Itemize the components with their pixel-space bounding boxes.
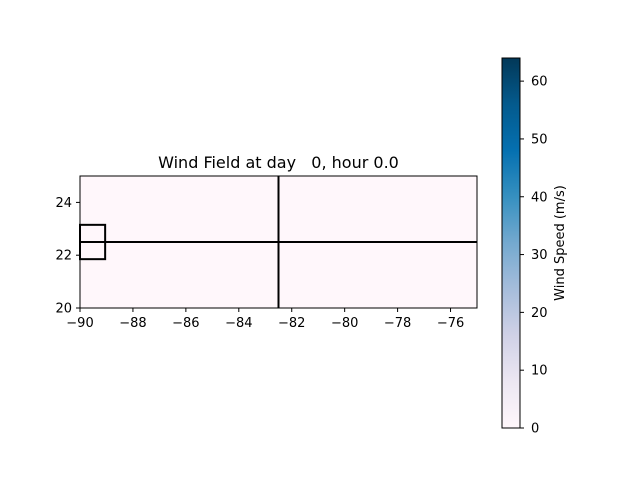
colorbar-tick-label: 0 [531, 422, 539, 437]
x-axis: −90 −88 −86 −84 −82 −80 −78 −76 [66, 308, 464, 331]
colorbar-tick-label: 10 [531, 364, 548, 379]
x-tick-label: −90 [66, 316, 93, 331]
colorbar: 0 10 20 30 40 50 60 Wind Speed (m/s) [501, 57, 568, 437]
y-tick-label: 24 [55, 196, 72, 211]
colorbar-tick-label: 60 [531, 75, 548, 90]
colorbar-tick-label: 20 [531, 306, 548, 321]
x-tick-label: −80 [331, 316, 358, 331]
x-tick-label: −78 [384, 316, 411, 331]
colorbar-ticks: 0 10 20 30 40 50 60 [520, 75, 548, 437]
chart-title: Wind Field at day 0, hour 0.0 [158, 153, 399, 172]
plot-area: −90 −88 −86 −84 −82 −80 −78 −76 20 22 24 [55, 175, 478, 331]
y-tick-label: 22 [55, 249, 72, 264]
colorbar-gradient [501, 57, 521, 429]
x-tick-label: −76 [437, 316, 464, 331]
colorbar-label: Wind Speed (m/s) [553, 185, 568, 301]
colorbar-tick-label: 50 [531, 132, 548, 147]
colorbar-tick-label: 30 [531, 248, 548, 263]
x-tick-label: −86 [172, 316, 199, 331]
y-axis: 20 22 24 [55, 196, 80, 317]
x-tick-label: −84 [225, 316, 252, 331]
x-tick-label: −88 [119, 316, 146, 331]
y-tick-label: 20 [55, 302, 72, 317]
plot-frame [79, 175, 478, 309]
colorbar-tick-label: 40 [531, 190, 548, 205]
x-tick-label: −82 [278, 316, 305, 331]
